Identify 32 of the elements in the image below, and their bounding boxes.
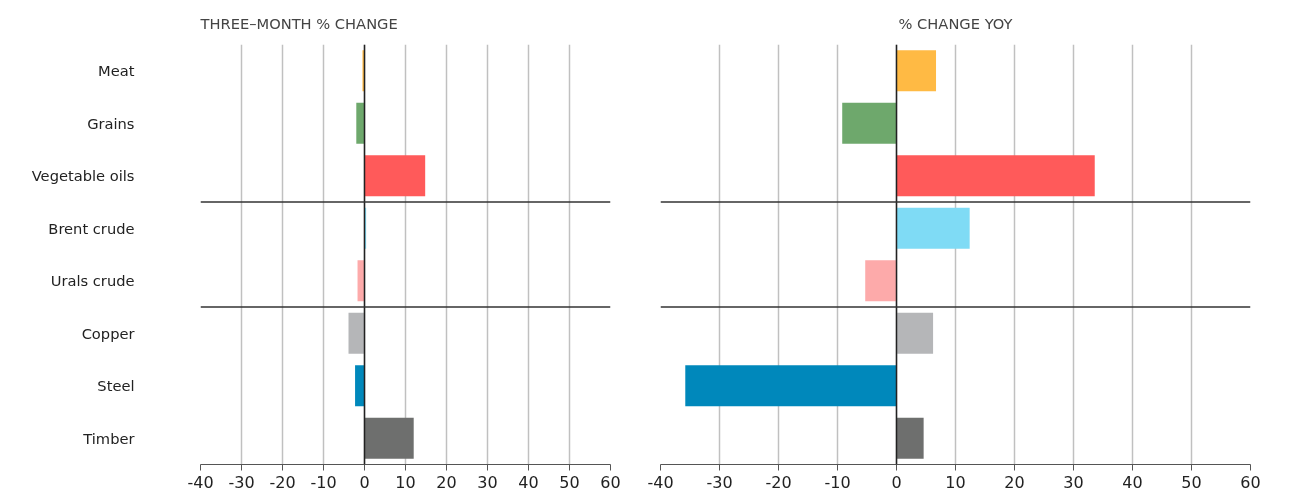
x-tick-label: 40 (1122, 472, 1143, 492)
x-tick-label: 30 (477, 472, 498, 492)
x-tick-label: -40 (647, 472, 674, 492)
x-tick-label: 10 (945, 472, 966, 492)
x-tick-label: -10 (824, 472, 851, 492)
y-tick-label: Vegetable oils (31, 167, 135, 185)
y-tick-label: Brent crude (48, 219, 135, 237)
x-tick-label: 60 (600, 472, 621, 492)
x-tick-label: 20 (1004, 472, 1025, 492)
x-tick-label: 30 (1063, 472, 1084, 492)
x-tick-label: 0 (359, 472, 370, 492)
x-tick-label: -20 (269, 472, 296, 492)
x-tick-label: -40 (187, 472, 214, 492)
x-tick-label: -30 (228, 472, 255, 492)
x-tick-label: 10 (395, 472, 416, 492)
chart-title: % CHANGE YOY (898, 15, 1013, 32)
y-tick-label: Meat (98, 62, 135, 80)
x-tick-label: 20 (436, 472, 457, 492)
y-tick-label: Urals crude (50, 272, 135, 290)
x-tick-label: -30 (706, 472, 733, 492)
x-tick-label: 60 (1240, 472, 1261, 492)
y-tick-label: Timber (82, 429, 136, 447)
chart-title: THREE–MONTH % CHANGE (199, 15, 398, 32)
x-tick-label: -10 (310, 472, 337, 492)
x-tick-label: 50 (1181, 472, 1202, 492)
x-tick-label: 50 (559, 472, 580, 492)
x-tick-label: 0 (891, 472, 902, 492)
x-tick-label: 40 (518, 472, 539, 492)
y-tick-label: Grains (87, 114, 135, 132)
y-tick-label: Steel (97, 377, 135, 395)
y-tick-label: Copper (81, 324, 136, 342)
x-tick-label: -20 (765, 472, 792, 492)
